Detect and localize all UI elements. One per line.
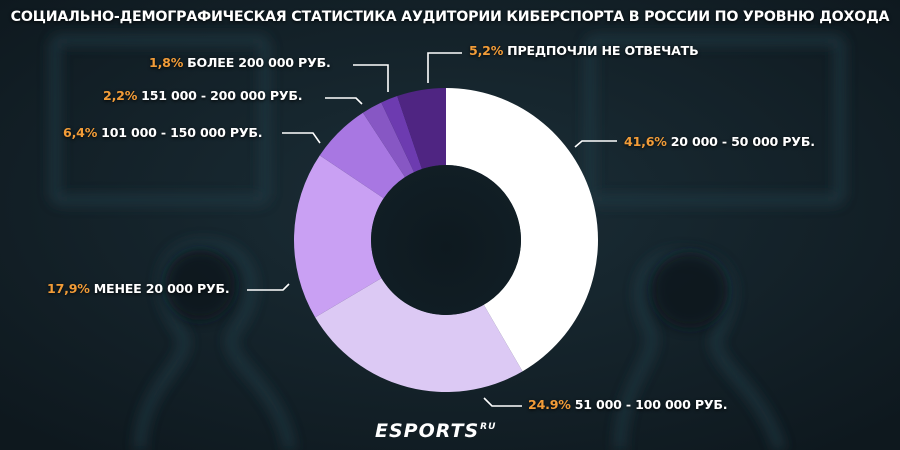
logo-suffix-text: RU (480, 422, 497, 432)
slice-percent: 1,8% (149, 55, 184, 70)
slice-category: МЕНЕЕ 20 000 РУБ. (93, 281, 230, 296)
leader-line (247, 283, 290, 291)
chart-title: СОЦИАЛЬНО-ДЕМОГРАФИЧЕСКАЯ СТАТИСТИКА АУД… (10, 9, 890, 25)
slice-category: БОЛЕЕ 200 000 РУБ. (187, 55, 331, 70)
slice-percent: 17,9% (47, 281, 90, 296)
leader-line (574, 140, 617, 148)
donut-slice (294, 155, 384, 318)
donut-slice (319, 112, 406, 199)
donut-slice (446, 88, 598, 372)
slice-label: 41,6% 20 000 - 50 000 РУБ. (624, 134, 815, 149)
leader-line (325, 97, 363, 105)
slice-category: ПРЕДПОЧЛИ НЕ ОТВЕЧАТЬ (507, 43, 699, 58)
donut-slice (315, 278, 523, 393)
slice-percent: 5,2% (469, 43, 504, 58)
slice-percent: 2,2% (103, 88, 138, 103)
leader-line (427, 52, 462, 83)
slice-category: 51 000 - 100 000 РУБ. (574, 397, 728, 412)
leader-lines (247, 52, 617, 407)
esports-logo: ESPORTSRU (375, 420, 496, 442)
leader-line (483, 397, 522, 407)
donut-slice (397, 88, 446, 169)
leader-line (353, 64, 389, 92)
donut-slices (294, 88, 598, 393)
leader-line (282, 132, 321, 144)
slice-label: 1,8% БОЛЕЕ 200 000 РУБ. (149, 55, 331, 70)
slice-label: 2,2% 151 000 - 200 000 РУБ. (103, 88, 303, 103)
donut-slice (381, 96, 422, 173)
slice-label: 24.9% 51 000 - 100 000 РУБ. (528, 397, 728, 412)
slice-label: 17,9% МЕНЕЕ 20 000 РУБ. (47, 281, 230, 296)
slice-percent: 6,4% (63, 125, 98, 140)
slice-label: 5,2% ПРЕДПОЧЛИ НЕ ОТВЕЧАТЬ (469, 43, 699, 58)
donut-hole (371, 165, 521, 315)
slice-label: 6,4% 101 000 - 150 000 РУБ. (63, 125, 263, 140)
donut-slice (362, 102, 415, 178)
slice-percent: 41,6% (624, 134, 667, 149)
slice-percent: 24.9% (528, 397, 571, 412)
logo-main-text: ESPORTS (375, 420, 480, 442)
slice-category: 101 000 - 150 000 РУБ. (101, 125, 263, 140)
slice-category: 151 000 - 200 000 РУБ. (141, 88, 303, 103)
slice-category: 20 000 - 50 000 РУБ. (670, 134, 815, 149)
